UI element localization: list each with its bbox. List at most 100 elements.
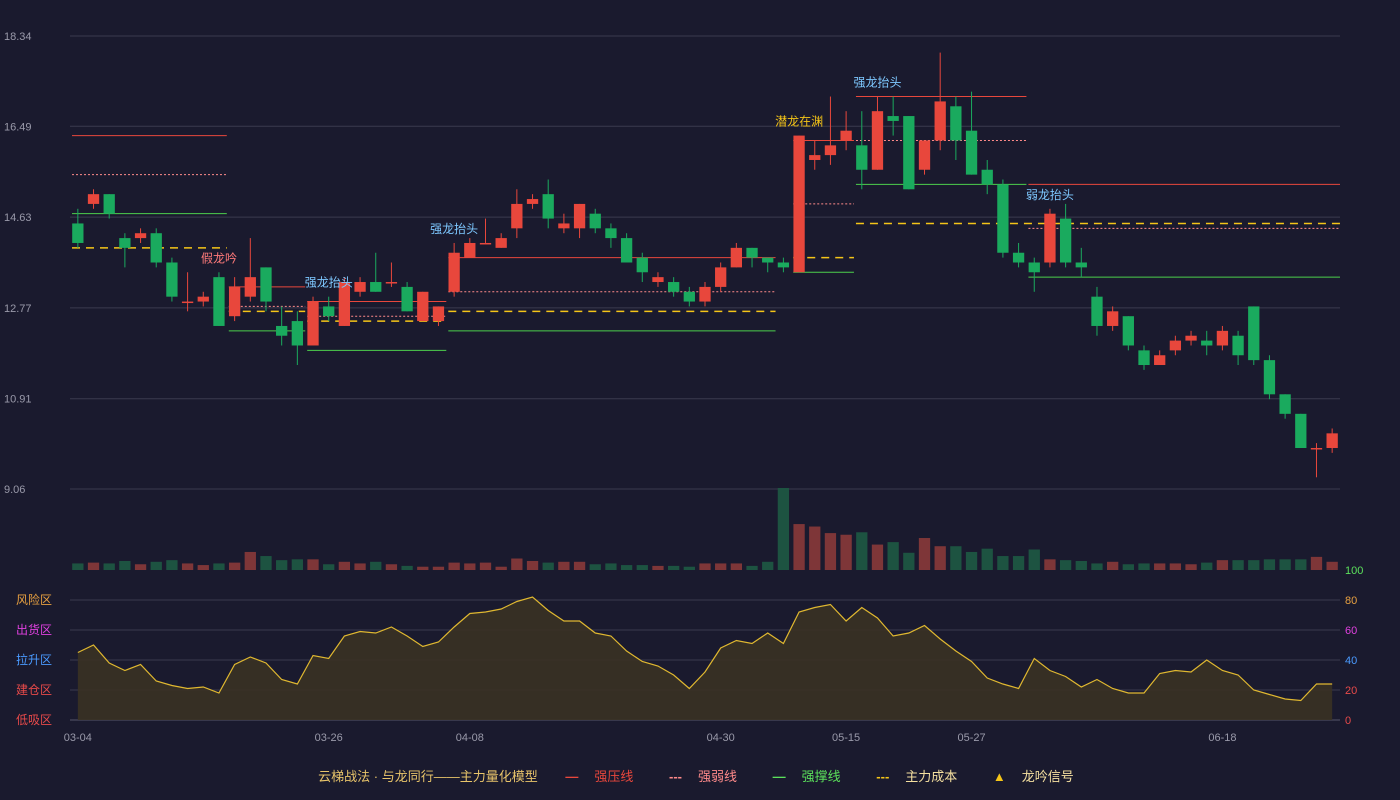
legend-item-cost[interactable]: --- 主力成本 bbox=[868, 766, 965, 785]
volume-bar bbox=[244, 551, 256, 570]
volume-bar bbox=[276, 560, 288, 570]
candle-body bbox=[1169, 340, 1182, 351]
date-tick-label: 04-08 bbox=[456, 732, 484, 744]
candle-body bbox=[87, 194, 100, 204]
candle-body bbox=[652, 277, 664, 283]
volume-bar bbox=[1295, 559, 1307, 570]
candle-body bbox=[1185, 335, 1197, 341]
legend-title: 云梯战法 · 与龙同行——主力量化模型 bbox=[318, 769, 538, 784]
legend-item-weak-pressure[interactable]: --- 强弱线 bbox=[661, 766, 745, 785]
volume-bar bbox=[150, 561, 162, 570]
volume-bar bbox=[636, 565, 648, 570]
volume-bar bbox=[291, 559, 303, 570]
indicator-line bbox=[77, 596, 1333, 702]
volume-bar bbox=[887, 542, 899, 570]
candle-body bbox=[244, 277, 256, 297]
volume-bar bbox=[511, 558, 523, 570]
volume-bar bbox=[1044, 559, 1056, 570]
candle-body bbox=[354, 282, 366, 292]
chart-legend: 云梯战法 · 与龙同行——主力量化模型 — 强压线 --- 强弱线 — 强撑线 ---… bbox=[0, 766, 1400, 785]
volume-bar bbox=[464, 563, 476, 570]
signal-label: 强龙抬头 bbox=[305, 276, 353, 290]
candle-body bbox=[1263, 360, 1276, 395]
price-tick-label: 16.49 bbox=[4, 121, 32, 133]
volume-bar bbox=[871, 544, 884, 570]
candle-body bbox=[526, 199, 539, 204]
candle-body bbox=[683, 291, 695, 302]
candle-body bbox=[840, 130, 852, 141]
candle-body bbox=[1075, 262, 1087, 268]
volume-bar bbox=[87, 562, 100, 570]
volume-bar bbox=[1075, 560, 1087, 570]
volume-bar bbox=[1185, 564, 1197, 570]
candle-body bbox=[981, 169, 993, 185]
candle-body bbox=[150, 233, 162, 263]
candle-body bbox=[1326, 433, 1338, 448]
volume-bar bbox=[746, 565, 758, 570]
volume-bar bbox=[370, 561, 382, 570]
candle-body bbox=[213, 277, 225, 326]
candle-body bbox=[777, 262, 790, 268]
candle-body bbox=[824, 145, 837, 156]
volume-bar bbox=[401, 565, 413, 570]
volume-bar bbox=[997, 556, 1009, 570]
candle-body bbox=[1201, 340, 1213, 346]
candle-body bbox=[1122, 316, 1134, 346]
volume-bar bbox=[1232, 560, 1244, 570]
volume-bar bbox=[526, 560, 539, 570]
candle-body bbox=[181, 301, 194, 304]
legend-label: 强撑线 bbox=[801, 769, 841, 784]
volume-bar bbox=[824, 533, 837, 570]
zone-label: 拉升区 bbox=[16, 652, 52, 667]
candle-body bbox=[903, 116, 915, 190]
volume-bar bbox=[1326, 561, 1338, 570]
volume-bar bbox=[1248, 560, 1260, 570]
volume-bar bbox=[134, 564, 147, 570]
volume-bar bbox=[1012, 556, 1025, 570]
candle-body bbox=[260, 267, 272, 302]
candle-body bbox=[934, 101, 946, 141]
legend-item-support[interactable]: — 强撑线 bbox=[765, 766, 849, 785]
candle-body bbox=[448, 252, 460, 292]
legend-symbol: --- bbox=[669, 769, 682, 784]
candle-body bbox=[1232, 335, 1244, 356]
volume-bar bbox=[1279, 559, 1291, 570]
candle-body bbox=[636, 257, 648, 273]
volume-bar bbox=[589, 564, 601, 570]
volume-bar bbox=[558, 561, 570, 570]
candle-body bbox=[715, 267, 727, 287]
legend-symbol: --- bbox=[876, 769, 890, 784]
candle-body bbox=[495, 238, 507, 248]
candle-body bbox=[1138, 350, 1150, 366]
volume-bar bbox=[448, 562, 460, 570]
volume-bar bbox=[981, 548, 993, 570]
legend-item-strong-pressure[interactable]: — 强压线 bbox=[557, 766, 641, 785]
legend-symbol: — bbox=[772, 769, 786, 784]
volume-bar bbox=[840, 534, 852, 570]
candle-body bbox=[1154, 355, 1166, 366]
indicator-tick-label: 20 bbox=[1345, 685, 1357, 697]
volume-bar bbox=[762, 561, 774, 570]
candle-body bbox=[730, 247, 743, 268]
volume-bar bbox=[385, 564, 398, 570]
candle-body bbox=[1091, 296, 1103, 326]
candle-body bbox=[511, 203, 523, 229]
legend-item-signal[interactable]: ▲ 龙吟信号 bbox=[985, 766, 1082, 785]
candle-body bbox=[276, 325, 288, 336]
zone-label: 风险区 bbox=[16, 592, 52, 607]
volume-bar bbox=[1201, 562, 1213, 570]
candle-body bbox=[1279, 394, 1291, 414]
candle-body bbox=[793, 135, 805, 273]
candle-body bbox=[667, 282, 680, 292]
candle-body bbox=[401, 286, 413, 312]
date-tick-label: 03-04 bbox=[64, 732, 92, 744]
candle-body bbox=[1044, 213, 1056, 263]
volume-bar bbox=[683, 566, 695, 570]
candle-body bbox=[542, 194, 554, 219]
volume-bar bbox=[809, 526, 821, 570]
volume-bar bbox=[260, 556, 272, 570]
volume-bar bbox=[620, 565, 633, 570]
candle-body bbox=[432, 306, 445, 322]
